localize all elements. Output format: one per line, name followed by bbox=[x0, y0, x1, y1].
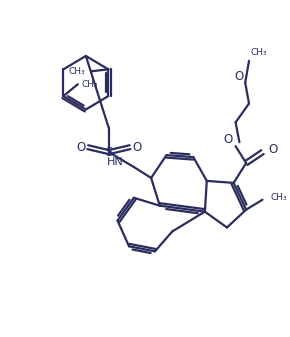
Text: O: O bbox=[235, 70, 244, 83]
Text: CH₃: CH₃ bbox=[270, 193, 287, 202]
Text: CH₃: CH₃ bbox=[69, 67, 85, 76]
Text: HN: HN bbox=[106, 157, 123, 167]
Text: O: O bbox=[77, 141, 86, 154]
Text: O: O bbox=[223, 133, 233, 146]
Text: S: S bbox=[105, 146, 113, 159]
Text: CH₃: CH₃ bbox=[251, 49, 268, 58]
Text: CH₃: CH₃ bbox=[82, 80, 98, 89]
Text: O: O bbox=[268, 143, 278, 156]
Text: O: O bbox=[132, 141, 141, 154]
